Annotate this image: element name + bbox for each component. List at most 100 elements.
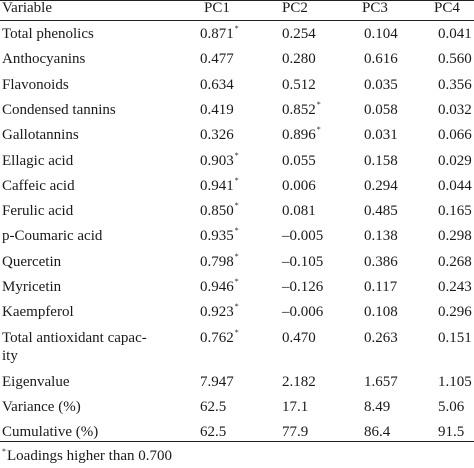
pc2-cell: 2.182 [282, 370, 316, 395]
summary-row: Eigenvalue 7.947 2.182 1.657 1.105 [0, 370, 474, 395]
pc3-cell: 0.158 [364, 149, 398, 174]
pc1-cell: 0.419 [200, 98, 235, 123]
pc2-cell-value: 0.280 [282, 51, 316, 68]
pc3-cell: 0.031 [364, 123, 398, 148]
pc3-cell: 0.117 [364, 275, 397, 300]
table-header-rule [0, 20, 474, 21]
variable-cell: Ferulic acid [2, 199, 73, 224]
table-row: p-Coumaric acid 0.935* –0.005 0.138 0.298 [0, 224, 474, 249]
variable-cell: Cumulative (%) [2, 420, 98, 445]
footnote-text: Loadings higher than 0.700 [7, 448, 172, 464]
pc1-cell: 0.935* [200, 224, 239, 249]
pc1-cell-value: 0.762 [200, 329, 234, 346]
variable-cell: Myricetin [2, 275, 61, 300]
pc1-cell: 0.326 [200, 123, 235, 148]
pc2-cell-value: 0.055 [282, 152, 316, 169]
pc1-cell: 0.634 [200, 73, 235, 98]
pc2-cell: 0.470 [282, 329, 316, 347]
variable-cell-value: Quercetin [2, 253, 62, 270]
variable-cell-value: Cumulative (%) [2, 424, 99, 441]
pc3-cell: 0.294 [364, 174, 398, 199]
pc4-cell-value: 91.5 [438, 424, 465, 441]
variable-cell-value: Caffeic acid [2, 177, 75, 194]
pc3-cell: 0.138 [364, 224, 398, 249]
table-row: Kaempferol 0.923* –0.006 0.108 0.296 [0, 300, 474, 325]
pc1-cell: 0.850* [200, 199, 239, 224]
pc3-cell-value: 0.117 [364, 279, 398, 295]
pc1-cell-significance-mark: * [234, 226, 239, 236]
pc3-cell: 0.386 [364, 250, 398, 275]
pc4-cell-value: 0.356 [438, 76, 472, 93]
pc1-cell-value: 0.946 [200, 279, 234, 295]
variable-cell: Condensed tannins [2, 98, 116, 123]
pc4-cell: 0.268 [438, 250, 472, 275]
pc3-cell-value: 1.657 [364, 373, 398, 390]
pc4-cell-value: 0.165 [438, 203, 472, 220]
table-row: Quercetin 0.798* –0.105 0.386 0.268 [0, 250, 474, 275]
pc1-cell-value: 0.419 [200, 101, 234, 118]
pc2-cell-value: 0.470 [282, 329, 316, 346]
pc1-cell-value: 0.326 [200, 127, 234, 144]
pc4-cell: 0.165 [438, 199, 472, 224]
pc4-cell: 5.06 [438, 395, 464, 420]
pc1-cell-value: 0.923 [200, 304, 234, 321]
pc2-cell-value: –0.105 [282, 253, 324, 270]
pc1-cell-value: 0.850 [200, 203, 234, 220]
pc1-cell: 0.903* [200, 149, 239, 174]
pc1-cell-significance-mark: * [234, 24, 239, 33]
variable-cell: Eigenvalue [2, 370, 69, 395]
table-bottom-rule [0, 441, 474, 442]
variable-cell-value: Variance (%) [2, 398, 81, 415]
header-pc4: PC4 [434, 0, 460, 16]
variable-cell-value: Flavonoids [2, 76, 69, 93]
pc4-cell-value: 1.105 [438, 373, 472, 390]
variable-cell-value: p-Coumaric acid [2, 228, 103, 245]
table-row: Caffeic acid 0.941* 0.006 0.294 0.044 [0, 174, 474, 199]
pc2-cell: 0.896* [282, 123, 321, 148]
pc4-cell: 0.560 [438, 47, 472, 72]
table-row: Ellagic acid 0.903* 0.055 0.158 0.029 [0, 149, 474, 174]
pc4-cell: 0.356 [438, 73, 472, 98]
pc2-cell: 17.1 [282, 395, 308, 420]
pc1-cell-value: 0.798 [200, 253, 234, 270]
variable-line-2: ity [2, 347, 18, 364]
header-variable: Variable [2, 0, 52, 16]
pc2-cell-value: 0.512 [282, 76, 316, 93]
variable-cell-value: Kaempferol [2, 304, 74, 321]
pc1-cell-significance-mark: * [234, 150, 239, 160]
pc1-cell-value: 0.903 [200, 152, 234, 169]
variable-cell: Anthocyanins [2, 47, 85, 72]
pc3-cell-value: 0.138 [364, 228, 398, 245]
header-pc2: PC2 [282, 0, 308, 16]
pc3-cell-value: 0.386 [364, 253, 398, 270]
pc4-cell-value: 0.243 [438, 279, 472, 295]
pc1-cell-significance-mark: * [234, 277, 239, 286]
pc1-cell-value: 62.5 [200, 424, 227, 441]
pc2-cell: 0.280 [282, 47, 317, 72]
variable-cell-value: Condensed tannins [2, 101, 116, 118]
pc1-cell: 7.947 [200, 370, 234, 395]
pc4-cell-value: 0.268 [438, 253, 472, 270]
pc3-cell-value: 0.108 [364, 304, 398, 321]
pc2-cell-value: 0.081 [282, 203, 316, 220]
pc3-cell-value: 0.035 [364, 76, 398, 93]
summary-row: Variance (%) 62.5 17.1 8.49 5.06 [0, 395, 474, 420]
pc3-cell-value: 0.158 [364, 152, 398, 169]
pc3-cell-value: 0.485 [364, 203, 398, 220]
pc4-cell: 0.151 [438, 329, 472, 347]
pc1-cell: 0.923* [200, 300, 239, 325]
pc2-cell: –0.105 [282, 250, 324, 275]
pc1-cell-significance-mark: * [234, 175, 239, 185]
pc4-cell: 0.298 [438, 224, 472, 249]
pc4-cell-value: 0.151 [438, 329, 472, 346]
pc1-cell: 0.798* [200, 250, 239, 275]
variable-cell: Total antioxidant capac-ity [2, 329, 147, 365]
table-row: Flavonoids 0.634 0.512 0.035 0.356 [0, 73, 474, 98]
pc1-cell-significance-mark: * [234, 302, 239, 312]
pc3-cell: 1.657 [364, 370, 398, 395]
table-row: Anthocyanins 0.477 0.280 0.616 0.560 [0, 47, 474, 72]
pc3-cell: 0.035 [364, 73, 398, 98]
pc1-cell-value: 0.935 [200, 228, 234, 245]
pc2-cell: 0.006 [282, 174, 317, 199]
pc2-cell-value: 17.1 [282, 398, 309, 415]
